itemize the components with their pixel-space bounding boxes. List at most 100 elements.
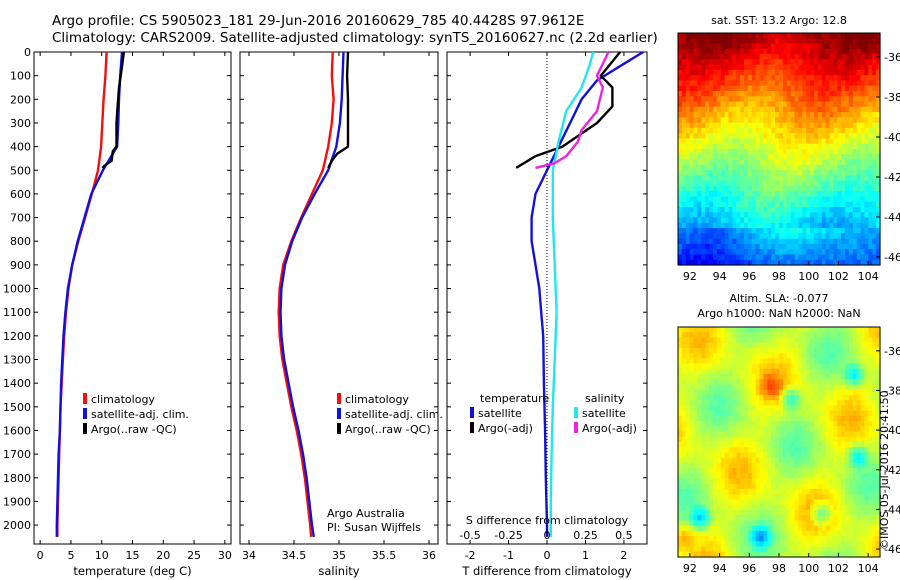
temperature-axes-frame: [33, 51, 232, 545]
map-y-tick-label: -36: [884, 51, 900, 64]
s-diff-tick-label: 0: [544, 529, 551, 542]
map-x-tick-label: 94: [713, 562, 727, 575]
map-y-tick-label: -46: [884, 543, 900, 556]
temp-legend-1-swatch: [83, 408, 87, 419]
diff-legend-s-argo-swatch: [574, 422, 578, 433]
diff-legend-t-argo-label: Argo(-adj): [478, 422, 533, 435]
s-diff-tick-label: 0.5: [615, 529, 633, 542]
difference-panel: -2 -1 0 1 2 T difference from climatology -0.5…: [446, 50, 648, 578]
depth-tick-label: 1300: [3, 354, 31, 367]
salinity-series-0: [277, 51, 335, 537]
depth-tick-label: 900: [10, 259, 31, 272]
x-tick-label: 36: [422, 549, 436, 562]
temp-legend-2-swatch: [83, 423, 87, 434]
depth-tick-label: 300: [10, 117, 31, 130]
sal-legend-2-swatch: [337, 423, 341, 434]
map-x-tick-label: 100: [798, 562, 819, 575]
sal-legend-1-label: satellite-adj. clim.: [345, 408, 443, 421]
diff-legend-s-argo-label: Argo(-adj): [582, 422, 637, 435]
map-x-tick-label: 96: [742, 270, 756, 283]
x-tick-label: 1: [582, 549, 589, 562]
header-line-2: Climatology: CARS2009. Satellite-adjuste…: [52, 30, 658, 46]
map-y-tick-label: -40: [884, 424, 900, 437]
depth-tick-label: 2000: [3, 519, 31, 532]
map-y-tick-label: -44: [884, 211, 900, 224]
map-x-tick-label: 92: [683, 270, 697, 283]
s-diff-tick-label: -0.5: [459, 529, 480, 542]
legend-salinity-title: salinity: [585, 392, 625, 405]
imos-timestamp: ©IMOS 05-Jul-2016 20:41:50: [878, 390, 891, 550]
argo-australia-label: Argo Australia: [327, 507, 405, 520]
x-tick-label: 34: [242, 549, 256, 562]
diff-legend-t-sat-label: satellite: [478, 407, 522, 420]
x-axis-label: T difference from climatology: [461, 564, 632, 578]
depth-tick-label: 800: [10, 235, 31, 248]
x-tick-label: 34.5: [282, 549, 307, 562]
difference-series-2: [549, 51, 595, 537]
diff-legend-s-sat-label: satellite: [582, 407, 626, 420]
sal-legend-0-label: climatology: [345, 393, 409, 406]
difference-series-1: [515, 51, 622, 169]
temperature-series-2: [101, 51, 126, 169]
depth-tick-label: 1100: [3, 306, 31, 319]
sla-subtitle: Argo h1000: NaN h2000: NaN: [697, 307, 860, 320]
map-y-tick-label: -42: [884, 464, 900, 477]
diff-legend-t-sat-swatch: [470, 407, 474, 418]
map-y-tick-label: -42: [884, 171, 900, 184]
map-y-tick-label: -40: [884, 131, 900, 144]
sst-map: 92 94 96 98 100 102 104 -36 -38 -40 -42 -44 -46 sat. …: [677, 14, 900, 283]
depth-tick-label: 500: [10, 164, 31, 177]
sla-title: Altim. SLA: -0.077: [729, 292, 828, 305]
legend-temperature-title: temperature: [480, 392, 549, 405]
depth-tick-label: 1400: [3, 377, 31, 390]
s-diff-tick-label: 0.25: [573, 529, 598, 542]
x-tick-label: 35: [332, 549, 346, 562]
depth-tick-label: 1900: [3, 495, 31, 508]
depth-tick-label: 600: [10, 188, 31, 201]
header-line-1: Argo profile: CS 5905023_181 29-Jun-2016…: [52, 13, 585, 29]
temp-legend-0-swatch: [83, 393, 87, 404]
x-tick-label: 5: [67, 549, 74, 562]
sal-legend-0-swatch: [337, 393, 341, 404]
depth-tick-label: 0: [24, 46, 31, 59]
x-axis-label: temperature (deg C): [73, 564, 191, 578]
depth-tick-label: 1600: [3, 424, 31, 437]
sal-legend-1-swatch: [337, 408, 341, 419]
diff-legend-t-argo-swatch: [470, 422, 474, 433]
depth-tick-label: 1500: [3, 401, 31, 414]
depth-tick-label: 700: [10, 212, 31, 225]
map-y-tick-label: -44: [884, 503, 900, 516]
x-tick-label: -2: [465, 549, 476, 562]
salinity-panel: 34 34.5 35 35.5 36 salinity climatology satelli…: [239, 51, 443, 578]
x-tick-label: 25: [187, 549, 201, 562]
map-x-tick-label: 96: [742, 562, 756, 575]
salinity-series-2: [327, 51, 350, 169]
sal-legend-2-label: Argo(..raw -QC): [345, 423, 431, 436]
map-y-tick-label: -46: [884, 251, 900, 264]
depth-tick-label: 100: [10, 70, 31, 83]
x-tick-label: 35.5: [372, 549, 397, 562]
x-tick-label: 15: [126, 549, 140, 562]
temp-legend-2-label: Argo(..raw -QC): [91, 423, 177, 436]
temperature-panel: 0100200300400500600700800900100011001200…: [3, 46, 232, 578]
depth-tick-label: 400: [10, 141, 31, 154]
s-diff-axis-label: S difference from climatology: [466, 514, 629, 527]
sst-title: sat. SST: 13.2 Argo: 12.8: [711, 14, 847, 27]
map-x-tick-label: 94: [713, 270, 727, 283]
map-x-tick-label: 102: [828, 270, 849, 283]
depth-tick-label: 1800: [3, 472, 31, 485]
x-tick-label: 2: [620, 549, 627, 562]
x-tick-label: 10: [95, 549, 109, 562]
map-y-tick-label: -36: [884, 345, 900, 358]
depth-tick-label: 1700: [3, 448, 31, 461]
map-x-tick-label: 104: [858, 270, 879, 283]
depth-tick-label: 1200: [3, 330, 31, 343]
temp-legend-0-label: climatology: [91, 393, 155, 406]
difference-series-3: [535, 51, 610, 170]
depth-tick-label: 1000: [3, 283, 31, 296]
map-x-tick-label: 100: [798, 270, 819, 283]
sla-map: 92 94 96 98 100 102 104 -36 -38 -40 -42 -44 -46 Altim…: [677, 292, 900, 575]
depth-tick-label: 200: [10, 93, 31, 106]
pi-label: PI: Susan Wijffels: [327, 521, 421, 534]
x-tick-label: 0: [37, 549, 44, 562]
